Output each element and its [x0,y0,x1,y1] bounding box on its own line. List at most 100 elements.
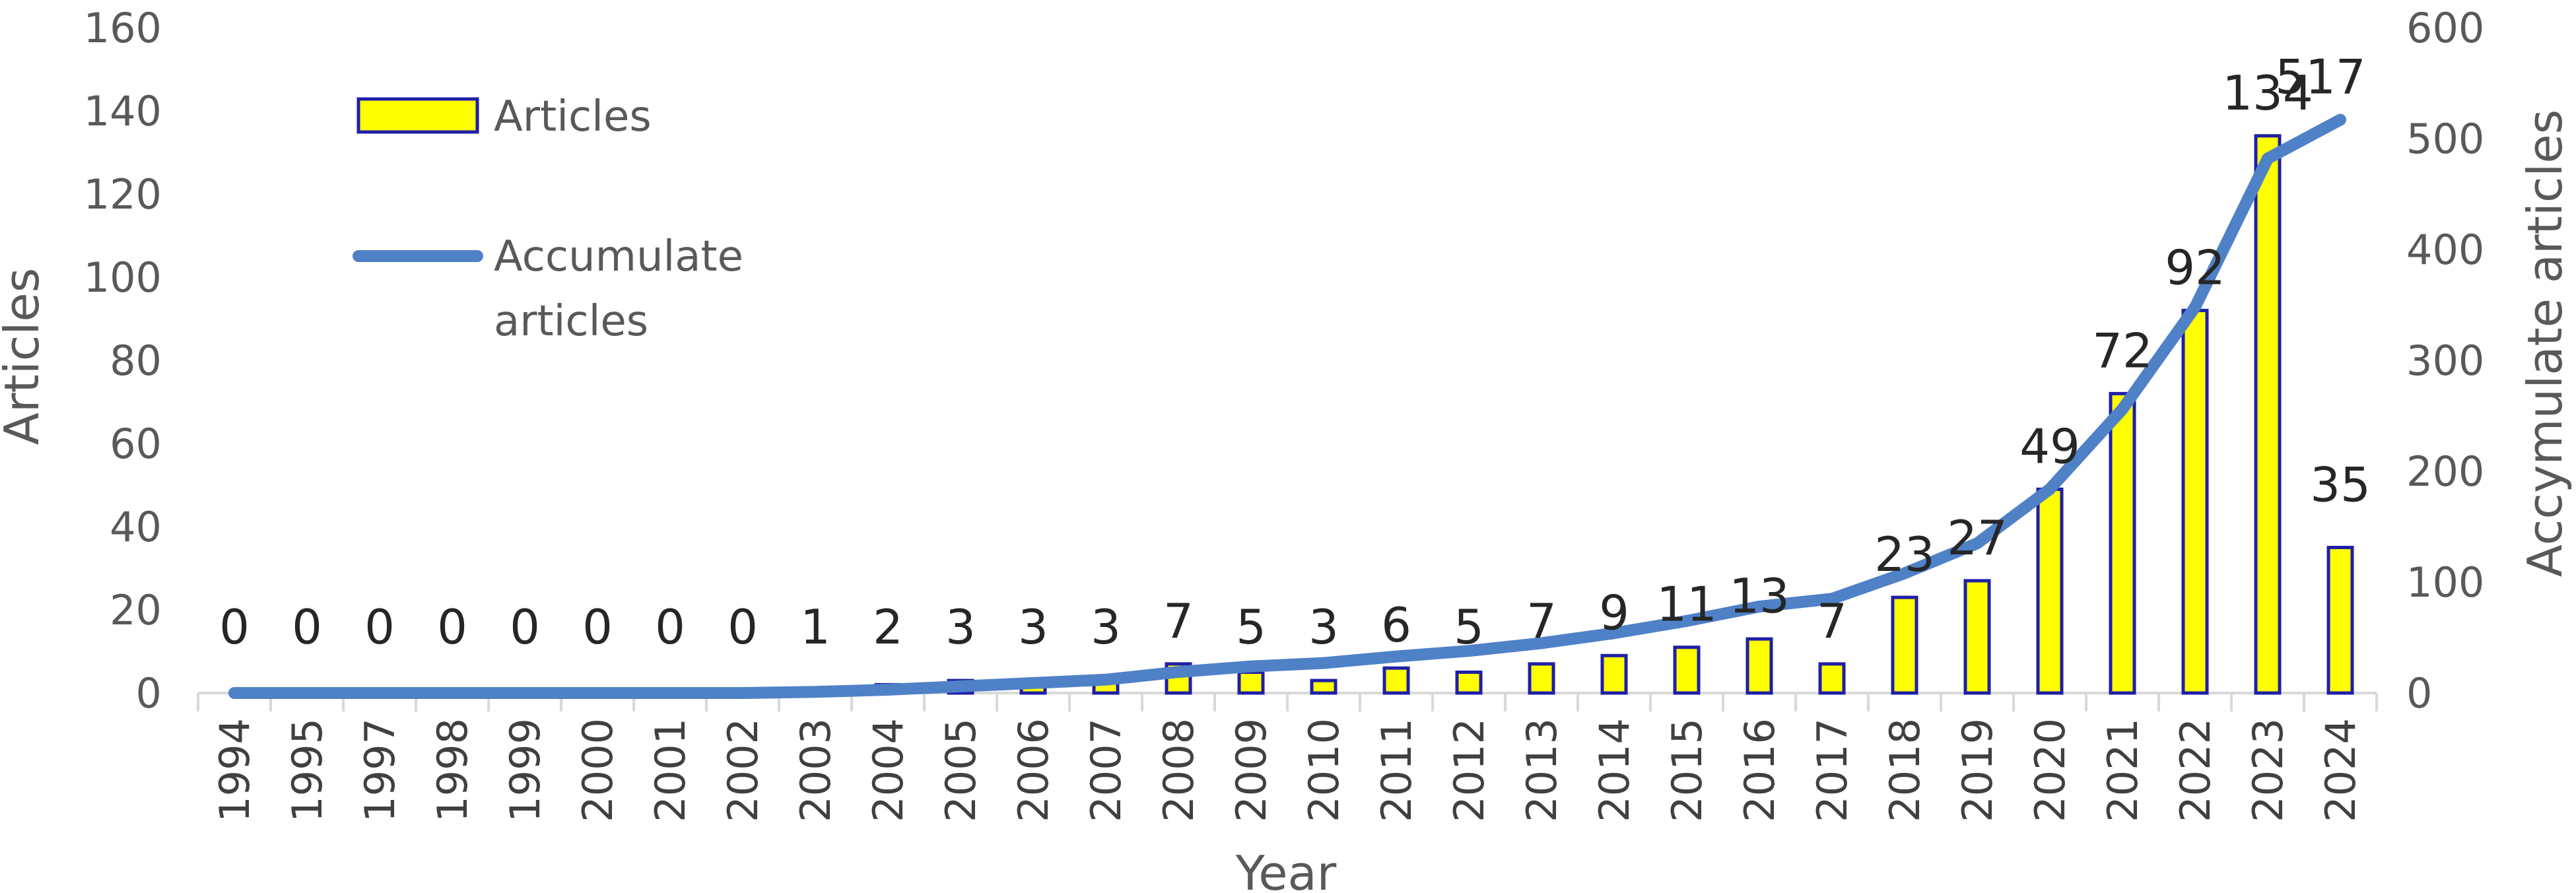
y-tick-left: 60 [110,420,162,468]
data-label: 0 [510,599,540,655]
x-tick-label: 2015 [1663,718,1711,822]
bar [1310,678,1338,695]
bar [2109,391,2136,695]
y-tick-left: 20 [110,586,162,634]
data-label: 9 [1599,585,1629,640]
x-tick-label: 2017 [1808,718,1856,822]
data-label: 0 [582,599,613,655]
x-tick-label: 2002 [719,718,767,822]
x-tick-label: 2021 [2099,718,2147,822]
x-tick-label: 2023 [2244,718,2292,822]
y-tick-right: 500 [2406,115,2484,163]
x-tick-label: 2005 [937,718,985,822]
legend-label-accumulate-2: articles [494,297,648,346]
plot-area: 0204060801001201401600100200300400500600… [84,4,2485,822]
data-label: 23 [1874,527,1935,582]
data-label: 3 [1308,599,1339,655]
y-tick-left: 160 [84,4,162,52]
x-tick-label: 1994 [211,718,259,822]
x-tick-label: 2006 [1009,718,1058,822]
data-label: 49 [2019,418,2080,474]
data-label: 2 [873,599,903,655]
x-tick-label: 2003 [792,718,840,822]
bar [1528,662,1555,695]
series-line-accumulate [228,114,2346,699]
bar [1455,671,1483,695]
legend: Articles Accumulate articles [353,92,743,346]
x-tick-label: 2001 [646,718,695,822]
data-label: 3 [945,599,976,655]
x-tick-label: 2008 [1155,718,1203,822]
bar [1891,595,1918,695]
x-tick-label: 2010 [1300,718,1348,822]
data-label: 11 [1656,577,1717,632]
y-tick-left: 120 [84,170,162,218]
y-tick-left: 40 [110,503,162,551]
data-label-accumulate-final: 517 [2275,49,2365,104]
data-label: 35 [2310,457,2371,513]
data-label: 7 [1526,593,1557,649]
y-tick-right: 600 [2406,4,2484,52]
x-tick-label: 2019 [1953,718,2002,822]
data-label: 7 [1817,593,1847,649]
data-label: 5 [1236,599,1266,655]
x-tick-label: 2013 [1518,718,1566,822]
x-axis-title: Year [1235,845,1337,893]
y-tick-left: 100 [84,253,162,302]
legend-swatch-articles [356,97,479,134]
y-tick-right: 300 [2406,337,2484,385]
x-tick-label: 1999 [501,718,549,822]
bar [1237,671,1265,695]
data-label: 0 [728,599,758,655]
bar [1600,653,1628,695]
y-tick-right: 200 [2406,447,2484,496]
data-label: 134 [2222,65,2313,121]
x-tick-label: 2011 [1373,718,1421,822]
data-label: 7 [1163,593,1194,649]
data-label: 6 [1381,597,1411,653]
y-tick-left: 140 [84,87,162,135]
data-label: 0 [292,599,322,655]
y-tick-right: 400 [2406,226,2484,274]
x-tick-label: 2000 [574,718,622,822]
y-axis-title-right: Accymulate articles [2517,110,2573,577]
x-tick-label: 2022 [2171,718,2220,822]
legend-label-articles: Articles [494,92,652,141]
y-axis-title-left: Articles [0,268,50,446]
x-tick-label: 2016 [1736,718,1784,822]
data-label: 92 [2165,240,2225,295]
x-tick-label: 1998 [428,718,477,822]
data-label: 0 [219,599,250,655]
y-tick-left: 0 [136,669,162,717]
data-label: 13 [1729,568,1790,624]
bar [1746,637,1773,695]
x-tick-label: 2020 [2026,718,2074,822]
bar [1818,662,1846,695]
x-tick-label: 1997 [356,718,404,822]
data-label: 3 [1091,599,1121,655]
data-label: 5 [1454,599,1484,655]
legend-label-accumulate-1: Accumulate [494,232,743,281]
data-label: 0 [364,599,395,655]
x-tick-label: 2004 [864,718,912,822]
x-tick-label: 2012 [1445,718,1493,822]
bar [2036,487,2064,695]
x-tick-label: 2009 [1227,718,1275,822]
y-tick-right: 100 [2406,558,2484,607]
data-label: 27 [1947,510,2008,566]
bar [2254,134,2282,695]
x-tick-label: 2014 [1590,718,1639,822]
bar [2181,308,2209,695]
x-tick-label: 2024 [2317,718,2365,822]
data-label: 0 [437,599,467,655]
x-tick-label: 2007 [1082,718,1130,822]
data-label: 72 [2092,323,2153,378]
data-label: 1 [800,599,830,655]
data-label: 0 [655,599,685,655]
bar [2326,546,2354,695]
y-tick-left: 80 [110,337,162,385]
data-label: 3 [1018,599,1048,655]
x-tick-label: 2018 [1881,718,1929,822]
bar [1382,666,1410,695]
